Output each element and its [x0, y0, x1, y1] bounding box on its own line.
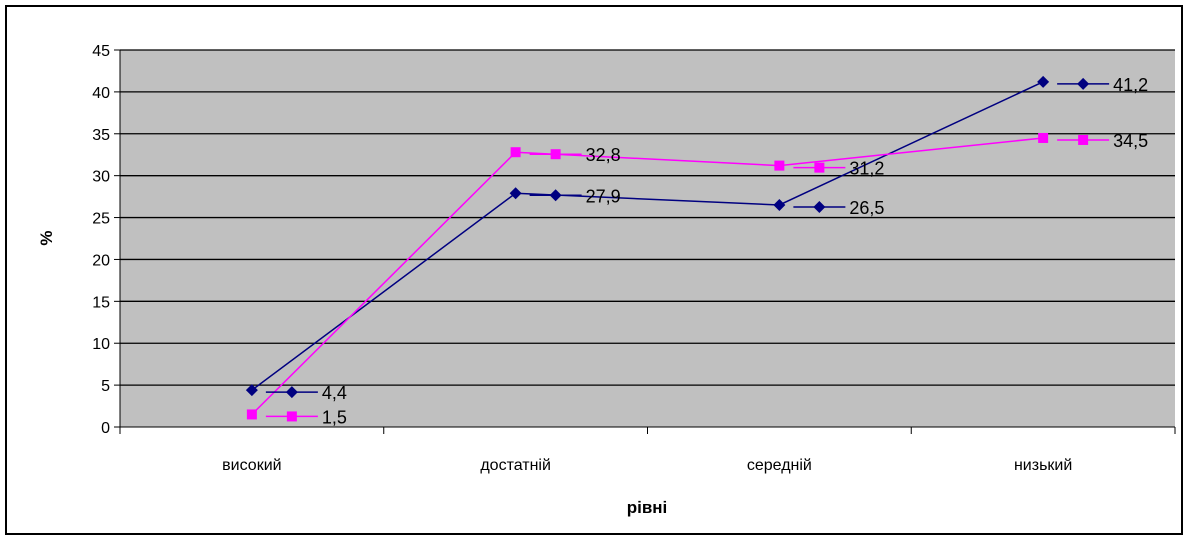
- data-label: 26,5: [849, 198, 884, 218]
- plot-area: [120, 50, 1175, 427]
- series: [245, 75, 1050, 420]
- data-point: [246, 409, 257, 420]
- y-tick-label: 30: [92, 169, 110, 186]
- y-tick-label: 45: [92, 43, 110, 60]
- data-label-key-marker: [1078, 134, 1089, 145]
- gridlines: [120, 49, 1175, 386]
- y-tick-label: 15: [92, 294, 110, 311]
- x-axis-title: рівні: [627, 498, 668, 517]
- data-point: [510, 147, 521, 158]
- y-tick-label: 35: [92, 127, 110, 144]
- data-label-key-marker: [1077, 77, 1090, 90]
- axes: 0 5 10 15 20 25 30 35 40 45 високий достатній середн…: [92, 43, 1176, 474]
- data-labels: 4,4 27,9 26,5 41,2 1,5 32,8 31,2 34,5: [265, 75, 1148, 427]
- data-label-key-marker: [285, 386, 298, 399]
- y-tick-label: 25: [92, 211, 110, 228]
- series-line: [251, 81, 1044, 391]
- data-label: 32,8: [586, 145, 621, 165]
- x-tick-label: низький: [1014, 457, 1072, 474]
- data-point: [774, 160, 785, 171]
- data-label: 34,5: [1113, 131, 1148, 151]
- data-label-key-marker: [549, 189, 562, 202]
- y-axis-title: %: [37, 230, 56, 245]
- data-label-key-marker: [813, 200, 826, 213]
- y-tick-label: 5: [101, 378, 110, 395]
- data-point: [773, 198, 786, 211]
- y-tick-label: 0: [101, 420, 110, 437]
- y-tick-label: 40: [92, 85, 110, 102]
- data-label-key-marker: [286, 411, 297, 422]
- data-label: 27,9: [586, 186, 621, 206]
- data-label: 31,2: [849, 159, 884, 179]
- y-tick-label: 20: [92, 252, 110, 269]
- data-label: 41,2: [1113, 75, 1148, 95]
- data-point: [245, 384, 258, 397]
- data-point: [1037, 75, 1050, 88]
- data-label: 4,4: [322, 383, 347, 403]
- data-point: [1038, 132, 1049, 143]
- data-point: [509, 187, 522, 200]
- y-tick-label: 10: [92, 336, 110, 353]
- x-tick-label: достатній: [480, 457, 551, 474]
- data-label-key-marker: [814, 162, 825, 173]
- x-tick-label: середній: [747, 457, 812, 474]
- series-line: [251, 137, 1044, 415]
- x-tick-label: високий: [222, 457, 281, 474]
- data-label-key-marker: [550, 149, 561, 160]
- data-label: 1,5: [322, 407, 347, 427]
